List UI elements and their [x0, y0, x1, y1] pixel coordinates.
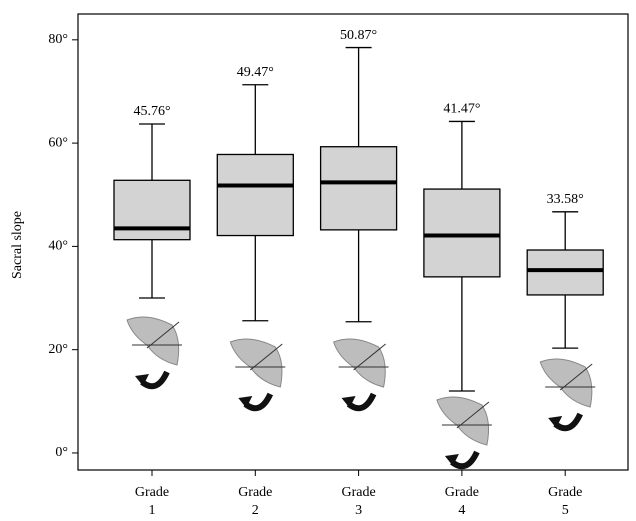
y-tick-label: 60°: [48, 135, 68, 150]
spine-illustration: [334, 339, 386, 387]
y-tick-label: 0°: [55, 445, 68, 460]
annotation: 41.47°: [443, 102, 480, 117]
x-tick-label: Grade 1: [112, 484, 192, 520]
spine-illustration: [230, 339, 282, 387]
y-tick-label: 80°: [48, 32, 68, 47]
box: [321, 147, 397, 230]
spine-illustration: [540, 359, 592, 407]
annotation: 45.76°: [133, 104, 170, 119]
box: [114, 180, 190, 239]
annotation: 49.47°: [237, 65, 274, 80]
page: Sacral slope 0° 20° 40° 60° 80° 45.76° 49.47° 5…: [0, 0, 636, 521]
x-tick-label: Grade 5: [525, 484, 605, 520]
spine-illustration: [127, 317, 179, 365]
spine-illustration: [437, 397, 489, 445]
box: [424, 189, 500, 277]
y-axis-label: Sacral slope: [10, 211, 25, 279]
y-tick-label: 20°: [48, 342, 68, 357]
box: [527, 250, 603, 295]
annotation: 33.58°: [547, 192, 584, 207]
x-tick-label: Grade 3: [319, 484, 399, 520]
chart: Sacral slope 0° 20° 40° 60° 80° 45.76° 49.47° 5…: [0, 0, 636, 521]
x-tick-label: Grade 4: [422, 484, 502, 520]
x-tick-label: Grade 2: [215, 484, 295, 520]
annotation: 50.87°: [340, 28, 377, 43]
box: [217, 154, 293, 235]
y-tick-label: 40°: [48, 239, 68, 254]
plot-frame: [78, 14, 628, 470]
